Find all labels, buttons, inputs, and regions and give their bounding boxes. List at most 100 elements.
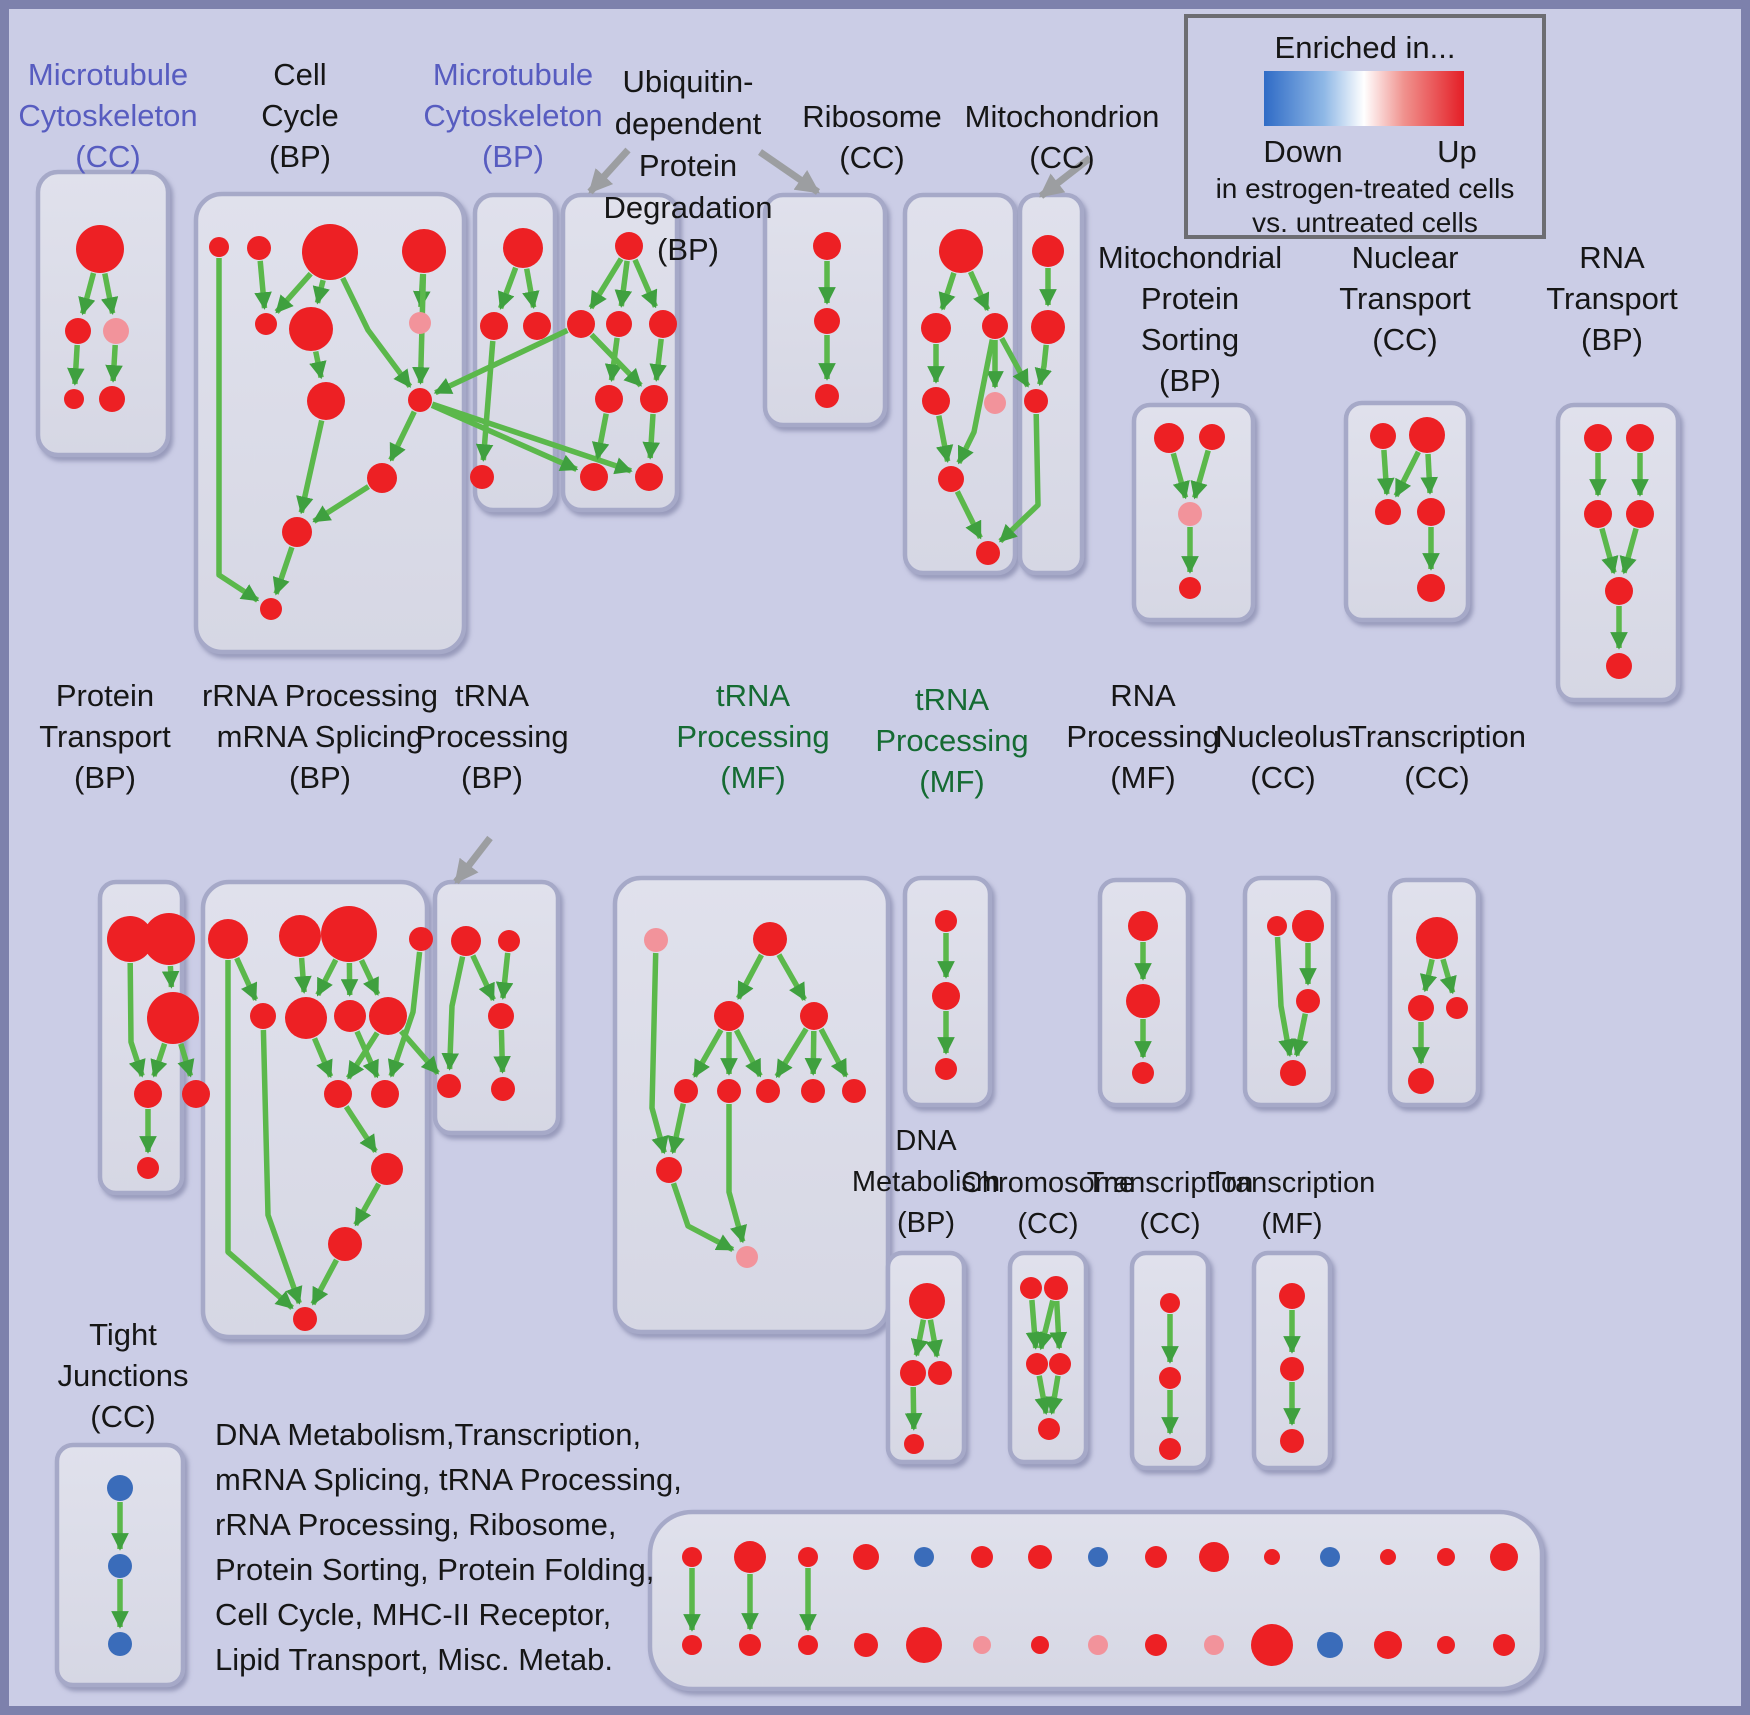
legend: Enriched in... Down Up in estrogen-treat… — [1184, 14, 1546, 239]
legend-up-label: Up — [1437, 134, 1477, 169]
node-w5 — [674, 1079, 698, 1103]
node-t1 — [107, 916, 153, 962]
gray-arrow-trna-bp — [453, 835, 493, 885]
label-chromosome-line-1: Chromosome — [961, 1167, 1135, 1199]
node-a1 — [503, 228, 543, 268]
edge-s3-s5 — [1599, 527, 1619, 575]
label-ubiquitin-line-3: Protein — [639, 148, 737, 183]
edge-w6-w11 — [726, 1104, 747, 1244]
node-c1 — [813, 232, 841, 260]
node-cc10 — [367, 463, 397, 493]
gray-arrow-ubiquitin-left — [587, 147, 631, 195]
legend-gradient-bar — [1264, 71, 1464, 126]
node-mbb6 — [973, 1636, 991, 1654]
node-mbb10 — [1204, 1635, 1224, 1655]
edge-w1-w10 — [649, 952, 669, 1155]
edge-b2-cc9 — [433, 327, 569, 396]
node-r6 — [938, 466, 964, 492]
edge-z1-z4 — [1274, 936, 1296, 1058]
label-rna-transport-line-1: RNA — [1579, 240, 1645, 275]
edge-e2-e3 — [1036, 1299, 1056, 1351]
node-u11 — [371, 1153, 403, 1185]
node-g2 — [1280, 1357, 1304, 1381]
edge-v3-v5 — [493, 1029, 511, 1074]
node-mbt15 — [1490, 1543, 1518, 1571]
node-c3 — [815, 384, 839, 408]
node-w11 — [736, 1246, 758, 1268]
box-microtubule-cc — [35, 169, 171, 458]
node-q3 — [1375, 499, 1401, 525]
edge-p2-p3 — [1190, 449, 1211, 500]
edge-q2-q3 — [1393, 450, 1421, 498]
node-t6 — [137, 1157, 159, 1179]
node-u10 — [371, 1080, 399, 1108]
node-r7 — [976, 541, 1000, 565]
label-ubiquitin-line-2: dependent — [615, 106, 762, 141]
node-mbt7 — [1028, 1545, 1052, 1569]
node-s6 — [1606, 653, 1632, 679]
misc-text-line-1: DNA Metabolism,Transcription, — [215, 1417, 641, 1452]
node-u9 — [324, 1080, 352, 1108]
edge-mt2-mt4 — [67, 344, 85, 386]
label-trna-processing-bp-line-1: tRNA — [455, 678, 529, 713]
edge-v1-v3 — [470, 954, 496, 1002]
label-transcription-cc-2-line-2: (CC) — [1139, 1208, 1200, 1240]
edge-cc3-cc9 — [340, 276, 413, 389]
label-microtubule-bp: Microtubule Cytoskeleton (BP) — [423, 57, 602, 174]
label-ribosome-line-2: (CC) — [839, 140, 904, 175]
edge-d1-d2 — [910, 1319, 929, 1358]
node-c2 — [814, 308, 840, 334]
node-v5 — [491, 1077, 515, 1101]
node-aa2 — [1408, 995, 1434, 1021]
label-rna-transport-line-2: Transport — [1546, 281, 1678, 316]
edge-aa1-aa2 — [1419, 958, 1438, 993]
box-ubiquitin-1 — [560, 192, 680, 513]
node-w8 — [801, 1079, 825, 1103]
label-nuclear-transport: Nuclear Transport (CC) — [1339, 240, 1471, 357]
edge-e4-e5 — [1045, 1375, 1064, 1415]
edge-r4-r6 — [935, 415, 954, 464]
label-trna-processing-mf-1-line-3: (MF) — [720, 760, 785, 795]
node-w9 — [842, 1079, 866, 1103]
node-cc2 — [247, 236, 271, 260]
label-nuclear-transport-line-3: (CC) — [1372, 322, 1437, 357]
label-mito-protein-sorting-line-4: (BP) — [1159, 363, 1221, 398]
node-x2 — [932, 982, 960, 1010]
label-transcription-cc-1-line-1: Transcription — [1348, 719, 1526, 754]
misc-text-line-4: Protein Sorting, Protein Folding, — [215, 1552, 654, 1587]
edge-e3-e5 — [1034, 1375, 1052, 1416]
label-trna-processing-mf-1-line-2: Processing — [676, 719, 829, 754]
label-transcription-cc-1-line-2: (CC) — [1404, 760, 1469, 795]
node-mbt4 — [853, 1544, 879, 1570]
node-b8 — [635, 463, 663, 491]
edge-w2-w4 — [776, 953, 807, 1002]
label-microtubule-bp-line-1: Microtubule — [433, 57, 593, 92]
edge-u8-u9 — [345, 1031, 380, 1080]
node-u13 — [293, 1307, 317, 1331]
edge-u4-u10 — [387, 951, 423, 1078]
label-ubiquitin: Ubiquitin-dependent Protein Degradation (BP… — [604, 64, 773, 267]
node-q2 — [1409, 417, 1445, 453]
edge-cc10-cc11 — [312, 484, 370, 524]
node-mbb12 — [1317, 1632, 1343, 1658]
label-nucleolus: Nucleolus (CC) — [1215, 719, 1351, 795]
node-mbt1 — [682, 1547, 702, 1567]
edge-u12-u13 — [310, 1258, 339, 1306]
edge-w4-w7 — [774, 1027, 809, 1078]
node-p4 — [1179, 577, 1201, 599]
label-rrna-processing: rRNA Processing mRNA Splicing (BP) — [202, 678, 438, 795]
node-g3 — [1280, 1429, 1304, 1453]
node-w2 — [753, 922, 787, 956]
label-rna-transport: RNA Transport (BP) — [1546, 240, 1678, 357]
label-tight-junctions-line-2: Junctions — [58, 1358, 189, 1393]
label-trna-processing-mf-1: tRNA Processing (MF) — [676, 678, 829, 795]
node-e3 — [1026, 1353, 1048, 1375]
edge-cc6-cc8 — [309, 350, 327, 380]
misc-category-text-block: DNA Metabolism,Transcription, mRNA Splici… — [215, 1417, 682, 1677]
label-ribosome-line-1: Ribosome — [802, 99, 942, 134]
label-ubiquitin-line-1: Ubiquitin- — [623, 64, 754, 99]
edge-q1-q3 — [1376, 449, 1395, 496]
edge-t3-t4 — [150, 1042, 168, 1078]
node-u12 — [328, 1227, 362, 1261]
